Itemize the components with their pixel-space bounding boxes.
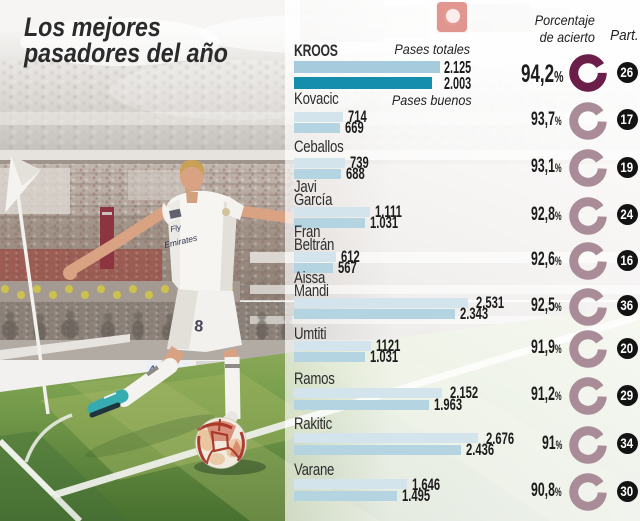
svg-text:Fly: Fly: [169, 223, 182, 234]
svg-text:8: 8: [194, 318, 204, 336]
